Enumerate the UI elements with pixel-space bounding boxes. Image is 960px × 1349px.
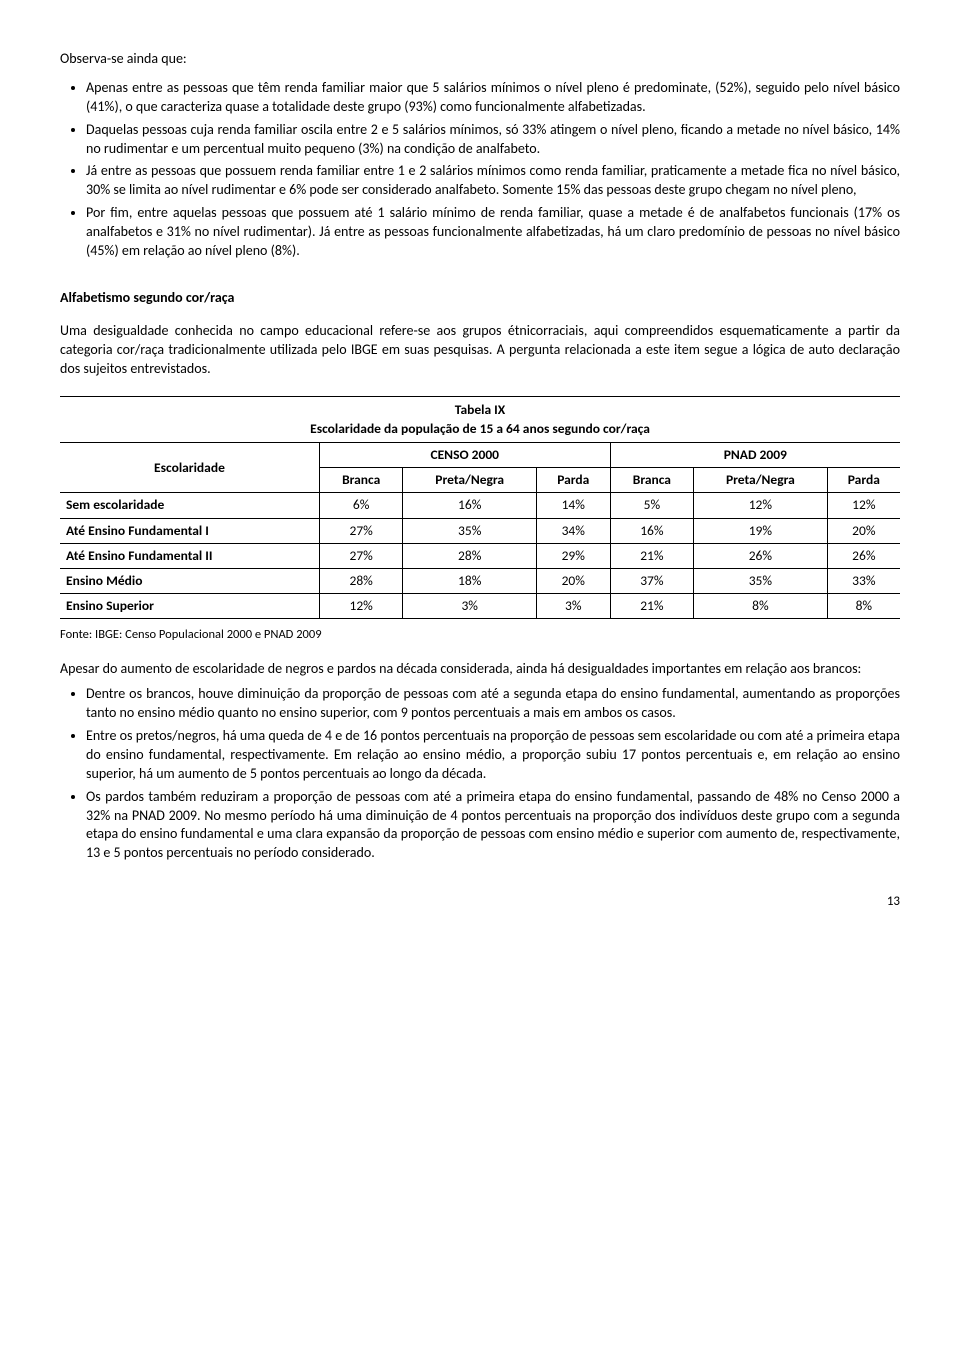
cell: 27% — [319, 518, 403, 543]
row-label: Até Ensino Fundamental I — [60, 518, 319, 543]
cell: 16% — [610, 518, 694, 543]
table-title-2: Escolaridade da população de 15 a 64 ano… — [310, 420, 650, 437]
cell: 20% — [827, 518, 900, 543]
list-item: Apenas entre as pessoas que têm renda fa… — [86, 79, 900, 117]
list-item: Entre os pretos/negros, há uma queda de … — [86, 727, 900, 784]
col-header: Preta/Negra — [694, 468, 827, 493]
col-header: Parda — [536, 468, 610, 493]
section-heading: Alfabetismo segundo cor/raça — [60, 289, 900, 308]
list-item: Os pardos também reduziram a proporção d… — [86, 788, 900, 864]
row-header-label: Escolaridade — [60, 442, 319, 492]
cell: 8% — [827, 594, 900, 619]
row-label: Sem escolaridade — [60, 493, 319, 518]
cell: 27% — [319, 543, 403, 568]
table-wrap: Tabela IX Escolaridade da população de 1… — [60, 396, 900, 619]
cell: 37% — [610, 569, 694, 594]
cell: 5% — [610, 493, 694, 518]
col-header: Parda — [827, 468, 900, 493]
bullet-list-2: Dentre os brancos, houve diminuição da p… — [60, 685, 900, 863]
cell: 3% — [403, 594, 536, 619]
cell: 18% — [403, 569, 536, 594]
table-source: Fonte: IBGE: Censo Populacional 2000 e P… — [60, 627, 900, 644]
bullet-list-1: Apenas entre as pessoas que têm renda fa… — [60, 79, 900, 261]
cell: 6% — [319, 493, 403, 518]
paragraph: Uma desigualdade conhecida no campo educ… — [60, 322, 900, 379]
cell: 8% — [694, 594, 827, 619]
cell: 12% — [827, 493, 900, 518]
page-number: 13 — [60, 893, 900, 911]
cell: 14% — [536, 493, 610, 518]
cell: 33% — [827, 569, 900, 594]
cell: 12% — [319, 594, 403, 619]
row-label: Ensino Médio — [60, 569, 319, 594]
cell: 29% — [536, 543, 610, 568]
escolaridade-table: Tabela IX Escolaridade da população de 1… — [60, 396, 900, 619]
table-title-1: Tabela IX — [455, 401, 505, 418]
col-header: Branca — [319, 468, 403, 493]
cell: 20% — [536, 569, 610, 594]
cell: 28% — [403, 543, 536, 568]
list-item: Já entre as pessoas que possuem renda fa… — [86, 162, 900, 200]
row-label: Ensino Superior — [60, 594, 319, 619]
cell: 12% — [694, 493, 827, 518]
cell: 21% — [610, 543, 694, 568]
cell: 16% — [403, 493, 536, 518]
cell: 19% — [694, 518, 827, 543]
cell: 26% — [694, 543, 827, 568]
list-item: Por fim, entre aquelas pessoas que possu… — [86, 204, 900, 261]
list-item: Dentre os brancos, houve diminuição da p… — [86, 685, 900, 723]
list-item: Daquelas pessoas cuja renda familiar osc… — [86, 121, 900, 159]
paragraph: Apesar do aumento de escolaridade de neg… — [60, 660, 900, 679]
col-header: Preta/Negra — [403, 468, 536, 493]
survey-header: PNAD 2009 — [610, 442, 900, 467]
col-header: Branca — [610, 468, 694, 493]
cell: 26% — [827, 543, 900, 568]
cell: 34% — [536, 518, 610, 543]
cell: 28% — [319, 569, 403, 594]
cell: 35% — [403, 518, 536, 543]
intro-text: Observa-se ainda que: — [60, 50, 900, 69]
cell: 21% — [610, 594, 694, 619]
cell: 3% — [536, 594, 610, 619]
cell: 35% — [694, 569, 827, 594]
row-label: Até Ensino Fundamental II — [60, 543, 319, 568]
survey-header: CENSO 2000 — [319, 442, 610, 467]
